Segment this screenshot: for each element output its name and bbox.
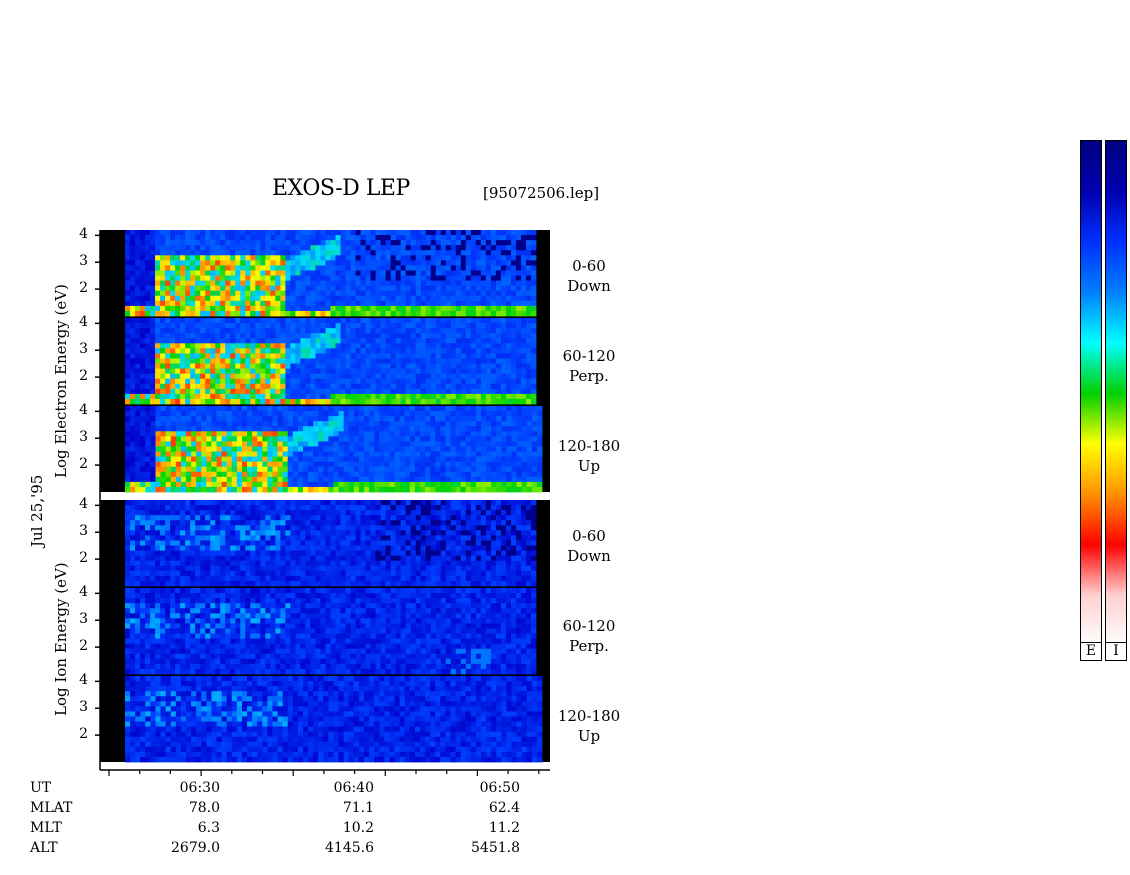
y-tick-label: 4 [79,584,88,601]
y-tick-label: 2 [79,280,88,297]
channel-angle: 60-120 [562,617,616,635]
spectrogram-panel-1 [95,230,537,317]
orbit-value: 06:50 [479,780,520,796]
spectrogram-panel-5 [95,588,537,675]
channel-label: 0-60 Down [554,526,624,566]
channel-label: 120-180 Up [554,706,624,746]
channel-angle: 0-60 [572,527,606,545]
orbit-value: 06:40 [333,780,374,796]
orbit-value: 10.2 [342,820,374,836]
y-tick-label: 3 [79,253,88,270]
electron-colorbar-label: E [1080,642,1102,661]
y-tick-label: 2 [79,456,88,473]
y-tick-label: 2 [79,726,88,743]
channel-angle: 120-180 [557,707,621,725]
channel-angle: 120-180 [557,437,621,455]
channel-direction: Up [577,727,601,745]
chart-title: EXOS-D LEP [272,176,410,201]
y-tick-label: 3 [79,611,88,628]
orbit-value: 2679.0 [171,840,220,856]
orbit-value: 06:30 [179,780,220,796]
spectrogram-panel-6 [95,676,543,763]
orbit-value: 5451.8 [471,840,520,856]
channel-label: 60-120 Perp. [554,616,624,656]
channel-label: 120-180 Up [554,436,624,476]
orbit-value: 4145.6 [325,840,374,856]
electron-colorbar [1080,140,1102,647]
y-tick-label: 3 [79,699,88,716]
y-tick-label: 3 [79,341,88,358]
y-tick-label: 4 [79,672,88,689]
y-tick-label: 2 [79,550,88,567]
y-tick-label: 2 [79,638,88,655]
y-tick-label: 4 [79,314,88,331]
axis-label-text: Log Ion Energy (eV) [52,562,70,716]
channel-direction: Down [567,547,611,565]
spectrogram-plot [95,230,550,776]
channel-direction: Up [577,457,601,475]
orbit-value: 71.1 [342,800,374,816]
file-name: [95072506.lep] [483,184,600,202]
orbit-value: 62.4 [488,800,520,816]
y-tick-label: 4 [79,496,88,513]
y-tick-label: 3 [79,429,88,446]
orbit-value: 6.3 [197,820,220,836]
date-label: Jul 25,'95 [28,474,46,547]
orbit-row-label: ALT [30,840,58,856]
y-tick-label: 3 [79,523,88,540]
spectrogram-panel-2 [95,318,537,405]
spectrogram-panel-4 [95,500,537,587]
orbit-value: 11.2 [488,820,520,836]
ion-colorbar-label: I [1105,642,1127,661]
y-tick-label: 2 [79,368,88,385]
y-tick-label: 4 [79,226,88,243]
orbit-value: 78.0 [188,800,220,816]
channel-direction: Down [567,277,611,295]
y-tick-label: 4 [79,402,88,419]
axis-label-text: Log Electron Energy (eV) [52,284,70,478]
channel-label: 0-60 Down [554,256,624,296]
channel-angle: 0-60 [572,257,606,275]
channel-direction: Perp. [569,367,609,385]
spectrogram-panel-3 [95,406,543,493]
channel-label: 60-120 Perp. [554,346,624,386]
ion-colorbar [1105,140,1127,647]
channel-angle: 60-120 [562,347,616,365]
orbit-row-label: MLT [30,820,62,836]
orbit-row-label: UT [30,780,52,796]
channel-direction: Perp. [569,637,609,655]
orbit-row-label: MLAT [30,800,73,816]
